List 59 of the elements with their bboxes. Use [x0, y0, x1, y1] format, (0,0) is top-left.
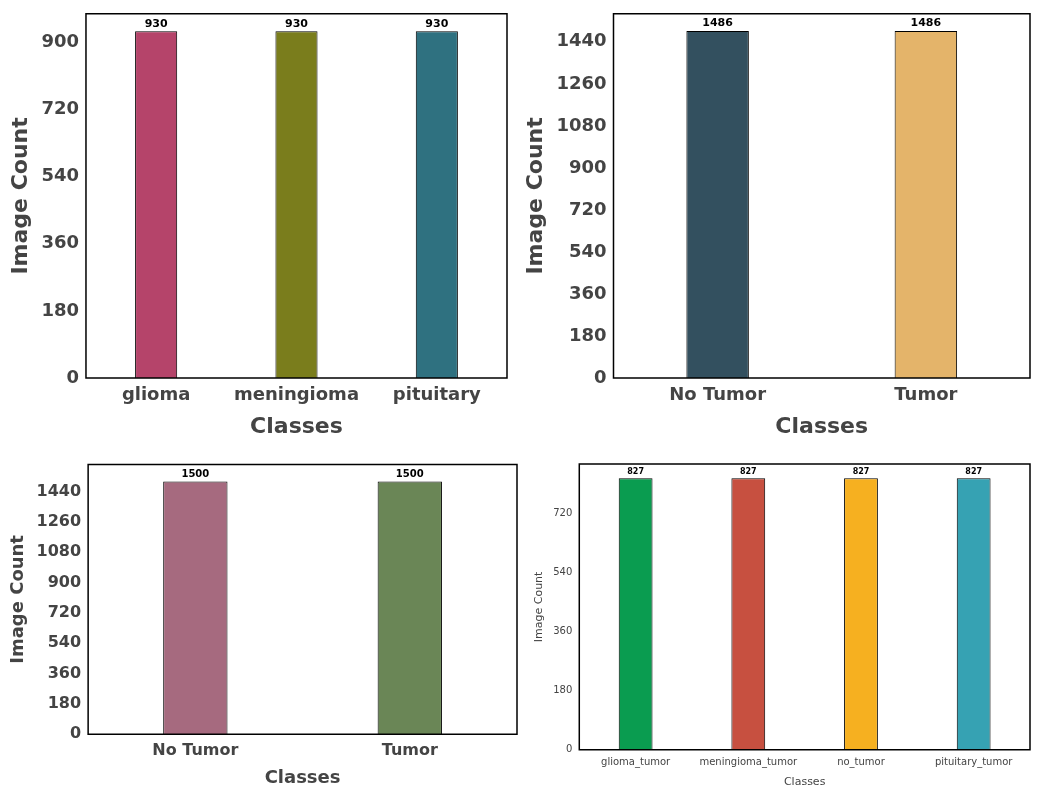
data-label: 930: [425, 16, 449, 30]
y-tick-label: 1260: [36, 511, 82, 531]
y-tick-label: 0: [593, 365, 607, 387]
y-tick-label: 720: [41, 97, 79, 119]
y-axis-title: Image Count: [6, 116, 32, 275]
x-tick-label: No Tumor: [152, 739, 239, 759]
x-axis-title: Classes: [264, 765, 341, 787]
y-axis-title: Image Count: [521, 116, 547, 275]
x-axis-title: Classes: [775, 412, 869, 438]
x-tick-label: No Tumor: [669, 383, 767, 405]
x-tick-label: pituitary: [392, 383, 482, 405]
y-axis-title: Image Count: [532, 570, 546, 643]
data-label: 827: [739, 467, 757, 477]
x-tick-label: pituitary_tumor: [934, 756, 1014, 769]
x-tick-label: meningioma_tumor: [699, 756, 799, 769]
data-label: 1486: [702, 16, 734, 30]
y-tick-label: 180: [568, 323, 607, 345]
y-tick-label: 1440: [556, 29, 607, 51]
data-label: 827: [852, 467, 870, 477]
y-tick-label: 900: [568, 155, 607, 177]
y-tick-label: 0: [565, 743, 573, 755]
y-tick-label: 900: [41, 30, 79, 52]
x-axis-title: Classes: [783, 775, 826, 789]
y-tick-label: 720: [553, 506, 573, 518]
y-tick-label: 1440: [36, 480, 82, 500]
y-tick-label: 0: [69, 723, 82, 743]
y-tick-label: 540: [568, 239, 607, 261]
y-axis-title: Image Count: [6, 534, 28, 664]
x-tick-label: meningioma: [233, 383, 360, 405]
y-tick-label: 0: [66, 365, 79, 387]
y-tick-label: 360: [41, 231, 79, 253]
y-tick-label: 720: [568, 197, 607, 219]
y-tick-label: 180: [553, 684, 573, 696]
x-tick-label: no_tumor: [837, 756, 886, 769]
data-label: 1500: [395, 468, 424, 480]
y-tick-label: 180: [41, 298, 79, 320]
y-tick-label: 360: [47, 662, 82, 682]
data-label: 1486: [910, 16, 942, 30]
y-tick-label: 540: [47, 632, 82, 652]
data-label: 827: [627, 467, 644, 477]
x-tick-label: Tumor: [381, 739, 438, 759]
data-label: 930: [285, 16, 309, 30]
data-label: 930: [144, 16, 168, 30]
x-tick-label: Tumor: [894, 383, 958, 405]
data-label: 827: [965, 467, 983, 477]
y-tick-label: 540: [41, 164, 79, 186]
y-tick-label: 900: [47, 571, 82, 591]
y-tick-label: 360: [568, 281, 607, 303]
y-tick-label: 360: [553, 625, 573, 637]
x-axis-title: Classes: [250, 412, 343, 438]
x-tick-label: glioma: [121, 383, 191, 405]
y-tick-label: 180: [47, 693, 82, 713]
y-tick-label: 1080: [36, 541, 82, 561]
y-tick-label: 720: [47, 602, 82, 622]
x-tick-label: glioma_tumor: [601, 756, 672, 769]
y-tick-label: 1080: [556, 113, 607, 135]
data-label: 1500: [181, 468, 210, 480]
y-tick-label: 1260: [556, 71, 607, 93]
y-tick-label: 540: [553, 566, 573, 577]
